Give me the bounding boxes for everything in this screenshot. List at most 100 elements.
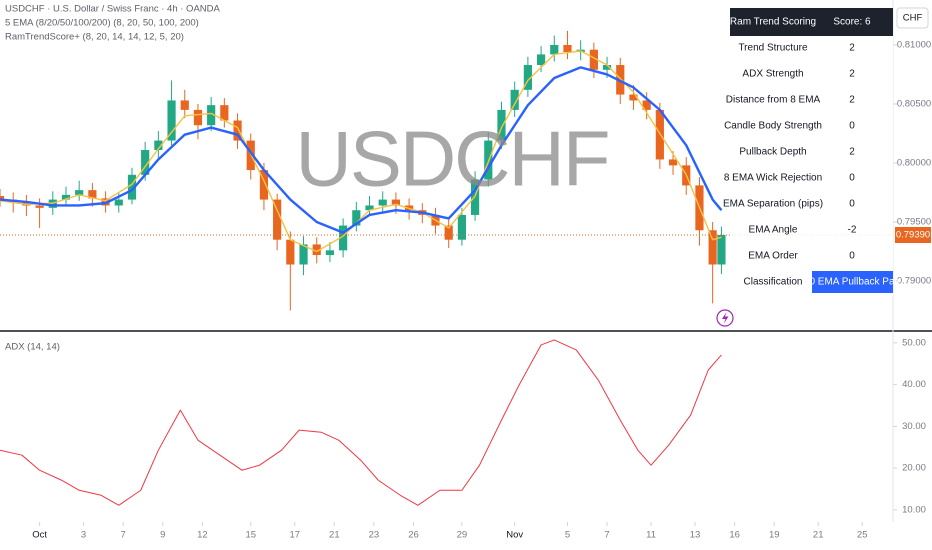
table-row-bg (730, 218, 893, 244)
table-header-bg (730, 8, 893, 36)
table-value-cell: 20 EMA Pullback Pair (804, 277, 901, 288)
candle-body (273, 199, 282, 240)
candle-body (471, 179, 480, 215)
table-label-cell: Distance from 8 EMA (726, 95, 821, 106)
table-header-cell: Score: 6 (833, 17, 871, 28)
y-tick-label: 0.79500 (897, 217, 931, 228)
table-value-cell: 2 (849, 43, 855, 54)
candle-body (154, 140, 163, 151)
y-tick-label: 0.80500 (897, 98, 931, 109)
table-value-cell: 2 (849, 69, 855, 80)
last-price-label: 0.79390 (896, 230, 930, 241)
candle-body (75, 190, 84, 195)
last-price-box (895, 226, 931, 243)
x-tick-label: 9 (160, 530, 165, 541)
table-label-cell: Classification (744, 277, 803, 288)
candle-body (457, 214, 466, 240)
table-value-cell: 2 (849, 147, 855, 158)
table-label-cell: ADX Strength (742, 69, 803, 80)
candle-body (550, 44, 559, 55)
candle-body (167, 100, 176, 141)
table-value-cell: -2 (848, 225, 857, 236)
series-line (0, 66, 723, 234)
candle-body (444, 225, 453, 240)
candle-body (523, 65, 532, 90)
candle-body (61, 194, 71, 200)
table-value-cell: 0 (849, 251, 855, 262)
x-tick-label: 17 (289, 530, 300, 541)
candle-body (629, 94, 638, 101)
table-row-bg (730, 36, 893, 62)
x-tick-label: 16 (729, 530, 740, 541)
candle-body (233, 120, 242, 141)
table-row-bg (730, 166, 893, 192)
candle-body (708, 230, 717, 265)
candle-body (325, 250, 335, 256)
x-tick-label: 25 (857, 530, 868, 541)
table-label-cell: Trend Structure (738, 43, 808, 54)
candle-body (312, 244, 321, 256)
y-tick-label: 0.79000 (897, 276, 931, 287)
candle-body (299, 244, 308, 265)
x-tick-label: 12 (197, 530, 208, 541)
table-header-cell: Ram Trend Scoring (730, 17, 816, 28)
candle-body (391, 199, 401, 206)
indicator-line: 5 EMA (8/20/50/100/200) (8, 20, 50, 100,… (5, 18, 199, 29)
table-row-bg (730, 244, 893, 270)
table-value-cell: 0 (849, 173, 855, 184)
candle-body (193, 109, 203, 126)
table-row-bg (730, 88, 893, 114)
candle-body (602, 65, 612, 70)
symbol-line: USDCHF · U.S. Dollar / Swiss Franc · 4h … (5, 4, 220, 15)
candle-body (180, 100, 189, 110)
table-row-bg (730, 140, 893, 166)
candle-body (339, 225, 348, 251)
candle-body (207, 105, 216, 126)
candle-body (365, 205, 374, 211)
x-tick-label: 26 (408, 530, 419, 541)
candle-body (0, 196, 5, 200)
currency-label: CHF (903, 13, 923, 24)
candle-body (378, 199, 387, 206)
candle-body (352, 210, 361, 226)
y-tick-label: 20.00 (902, 463, 926, 474)
candle-body (141, 150, 150, 175)
x-tick-label: 13 (690, 530, 701, 541)
candle-body (35, 205, 44, 208)
currency-button[interactable] (896, 7, 929, 29)
x-tick-label: 11 (646, 530, 656, 541)
candle-body (563, 44, 572, 53)
table-value-cell: 2 (849, 95, 855, 106)
series-line (0, 50, 722, 253)
candle-body (717, 234, 726, 265)
plot-layer: 0.81000 0.80500 0.80000 0.79500 0.79000 0.793… (0, 30, 931, 541)
y-tick-label: 40.00 (902, 379, 926, 390)
candle-body (286, 239, 295, 265)
x-tick-label: 7 (121, 530, 126, 541)
candle-body (88, 190, 97, 199)
table-label-cell: 8 EMA Wick Rejection (724, 173, 822, 184)
table-label-cell: Candle Body Strength (724, 121, 822, 132)
table-label-cell: Pullback Depth (739, 147, 806, 158)
table-label-cell: EMA Angle (749, 225, 798, 236)
candle-body (589, 49, 598, 70)
candle-body (510, 89, 519, 110)
x-tick-label: 21 (813, 530, 824, 541)
x-tick-label: 7 (604, 530, 609, 541)
table-row-bg (730, 192, 893, 218)
score-table: Ram Trend Scoring Score: 6 Trend Structure… (723, 8, 901, 296)
y-tick-label: 30.00 (902, 421, 926, 432)
table-highlight-bg (812, 271, 893, 293)
y-tick-label: 50.00 (902, 337, 926, 348)
candle-body (668, 159, 678, 166)
candle-body (114, 199, 123, 206)
table-row-bg (730, 114, 893, 140)
x-tick-label: 3 (81, 530, 86, 541)
table-label-cell: EMA Separation (pips) (723, 199, 823, 210)
x-tick-label: 29 (457, 530, 468, 541)
candle-body (127, 174, 137, 200)
indicator-line: RamTrendScore+ (8, 20, 14, 14, 12, 5, 20… (5, 32, 184, 43)
candle-body (220, 105, 229, 121)
table-label-cell: EMA Order (748, 251, 798, 262)
